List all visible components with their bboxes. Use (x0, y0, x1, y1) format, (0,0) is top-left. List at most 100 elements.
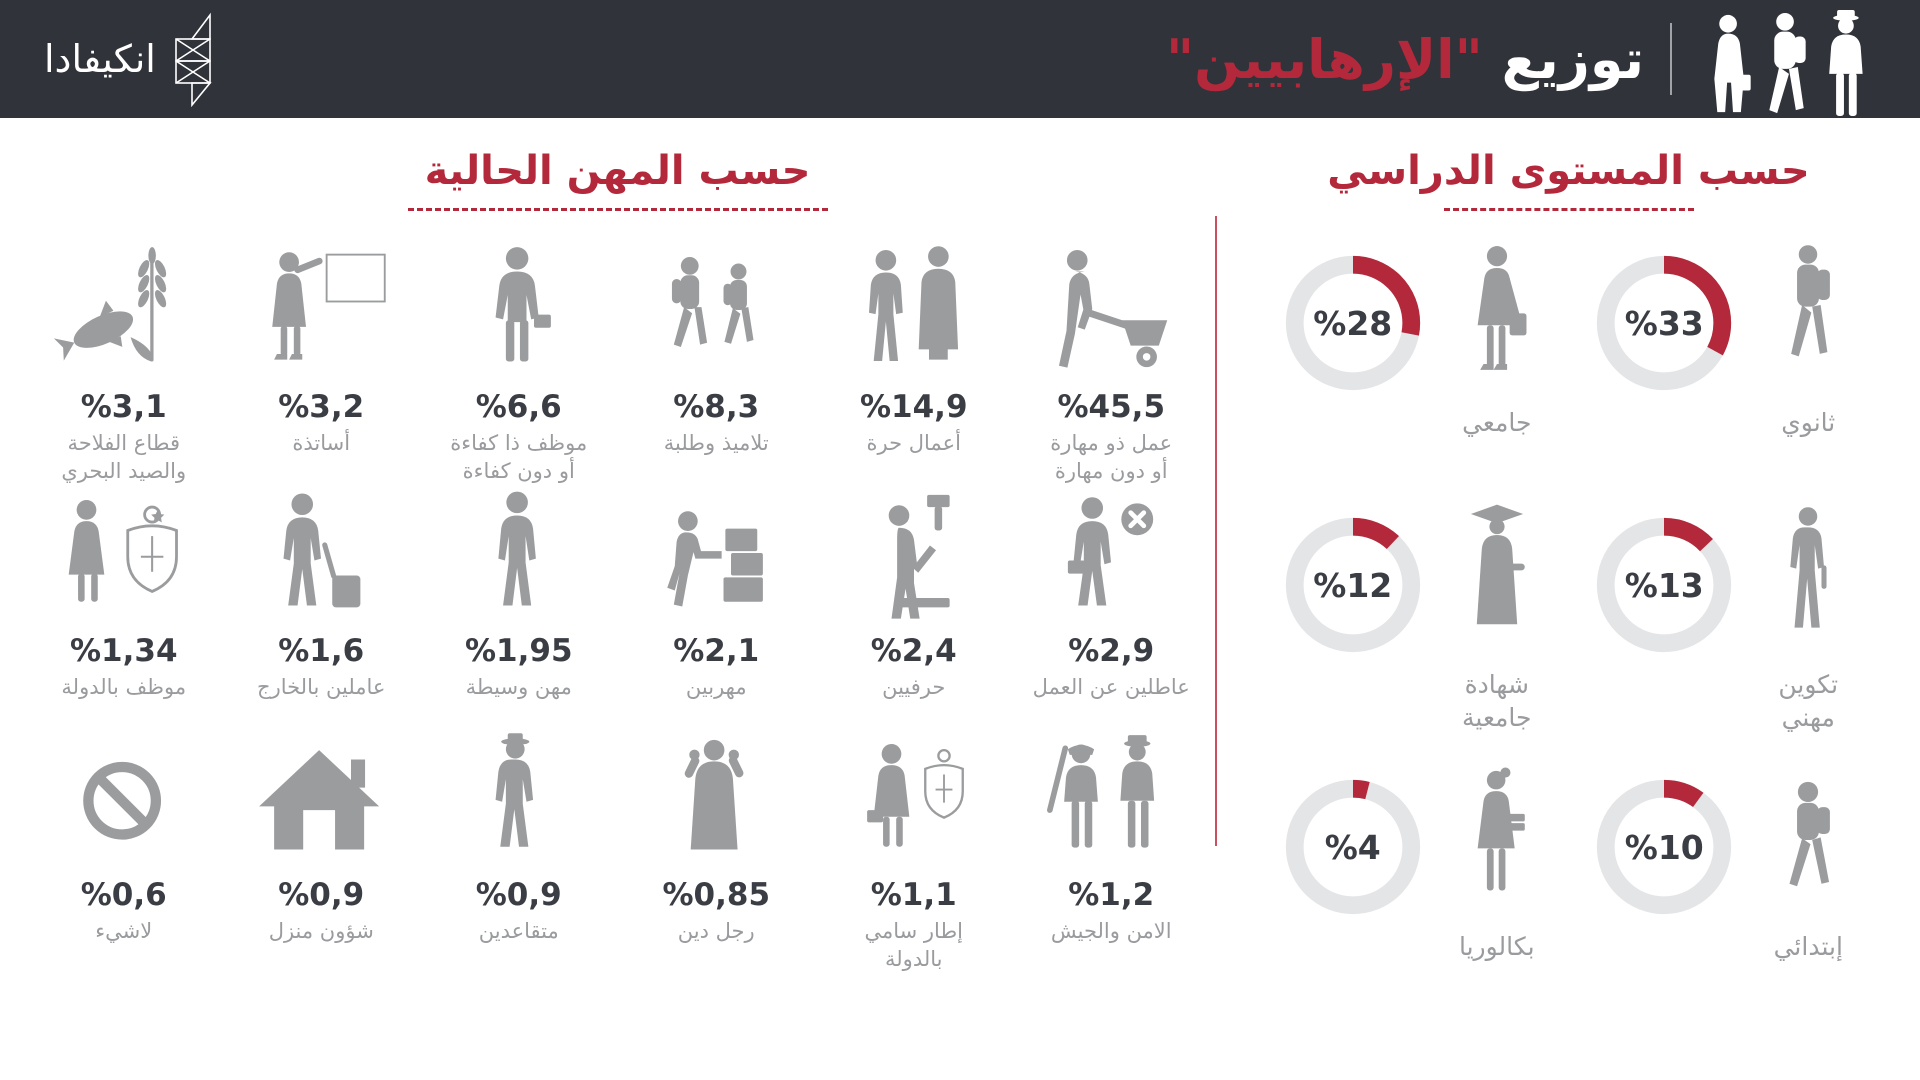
donut-chart-primary: %10 (1588, 771, 1740, 923)
donut-percentage: %28 (1313, 303, 1393, 343)
profession-item-religious: %0,85 رجل دين (623, 725, 811, 969)
profession-pct: %14,9 (859, 389, 968, 425)
profession-item-agriculture-fishing: %3,1 قطاع الفلاحة والصيد البحري (30, 237, 218, 483)
profession-label: لاشيء (95, 919, 153, 943)
profession-item-security-army: %1,2 الامن والجيش (1018, 725, 1206, 969)
inkyfada-logo: انكيفادا (44, 11, 214, 107)
education-item-secondary: %33 ثانوي (1569, 241, 1881, 497)
profession-pct: %1,6 (278, 633, 365, 669)
craftsman-hammer-icon (888, 494, 950, 619)
soldiers-icon (1047, 735, 1155, 848)
professions-heading: حسب المهن الحالية (30, 148, 1205, 211)
donut-arc (1285, 255, 1420, 391)
donut-chart-secondary: %33 (1588, 247, 1740, 399)
main-content: حسب المهن الحالية (0, 118, 1920, 1080)
donut-percentage: %13 (1624, 565, 1704, 605)
donut-chart-university: %28 (1277, 247, 1429, 399)
official-emblem-icon (866, 744, 964, 847)
profession-pct: %1,95 (464, 633, 573, 669)
profession-item-intermediate: %1,95 مهن وسيطة (425, 481, 613, 725)
education-label: جامعي (1462, 408, 1532, 437)
profession-item-students: %8,3 تلاميذ وطلبة (623, 237, 811, 481)
profession-pct: %1,2 (1068, 877, 1155, 913)
profession-label: تلاميذ وطلبة (663, 431, 769, 455)
page-title-plain: توزيع (1501, 27, 1644, 91)
donut-arc (1285, 779, 1420, 915)
title-divider (1670, 23, 1672, 95)
graduate-icon (1470, 504, 1525, 625)
profession-item-craftsmen: %2,4 حرفيين (820, 481, 1008, 725)
profession-pct: %1,1 (870, 877, 957, 913)
teacher-board-icon (272, 252, 386, 360)
logo-mark-icon (175, 12, 212, 107)
prohibition-icon (82, 761, 161, 840)
profession-label: شؤون منزل (268, 919, 374, 943)
profession-pct: %2,1 (673, 633, 760, 669)
education-label: ثانوي (1781, 408, 1836, 437)
unemployed-x-badge-icon (1068, 497, 1154, 606)
profession-label: موظف ذا كفاءة أو دون كفاءة (450, 431, 588, 484)
education-grid: %28 (1257, 241, 1880, 1021)
donut-arc (1597, 779, 1732, 915)
house-icon (259, 750, 380, 850)
fish-wheat-icon (53, 247, 166, 362)
profession-label: أعمال حرة (866, 431, 961, 455)
profession-item-teachers: %3,2 أساتذة (228, 237, 416, 481)
university-woman-icon (1477, 246, 1527, 370)
profession-label: حرفيين (882, 675, 946, 699)
education-heading: حسب المستوى الدراسي (1257, 148, 1880, 211)
profession-label: إطار سامي بالدولة (864, 919, 963, 972)
professions-heading-dash (407, 208, 828, 211)
education-item-degree: %12 شهادة جامعية (1257, 503, 1569, 759)
education-label: إبتدائي (1773, 932, 1843, 961)
profession-label: موظف بالدولة (61, 675, 187, 699)
profession-item-senior-official: %1,1 إطار سامي بالدولة (820, 725, 1008, 971)
profession-label: قطاع الفلاحة والصيد البحري (61, 431, 187, 484)
education-section: حسب المستوى الدراسي %28 (1217, 118, 1920, 1080)
profession-item-retired: %0,9 متقاعدين (425, 725, 613, 969)
education-heading-dash (1443, 208, 1694, 211)
header-bar: انكيفادا توزيع "الإرهابيين" (0, 0, 1920, 118)
profession-pct: %45,5 (1057, 389, 1166, 425)
education-item-baccalaureate: %4 بكالوريا (1257, 765, 1569, 1021)
profession-pct: %0,85 (662, 877, 771, 913)
students-backpack-icon (672, 256, 754, 347)
donut-percentage: %12 (1313, 565, 1393, 605)
profession-item-freelance: %14,9 أعمال حرة (820, 237, 1008, 481)
profession-label: مهن وسيطة (465, 675, 572, 699)
profession-item-workers-abroad: %1,6 عاملين بالخارج (228, 481, 416, 725)
education-heading-text: حسب المستوى الدراسي (1327, 148, 1810, 194)
donut-arc (1597, 517, 1732, 653)
education-item-primary: %10 إبتدائي (1569, 765, 1881, 1021)
profession-pct: %6,6 (475, 389, 562, 425)
wheelbarrow-worker-icon (1059, 249, 1168, 368)
profession-pct: %2,4 (870, 633, 957, 669)
donut-percentage: %10 (1624, 827, 1704, 867)
profession-pct: %1,34 (69, 633, 178, 669)
profession-label: الامن والجيش (1050, 919, 1172, 943)
girl-books-icon (1477, 767, 1525, 891)
donut-chart-degree: %12 (1277, 509, 1429, 661)
profession-label: مهربين (685, 675, 747, 699)
people-silhouettes-icon (1714, 10, 1863, 117)
profession-label: عاملين بالخارج (257, 675, 386, 699)
page-title: توزيع "الإرهابيين" (1166, 28, 1644, 91)
traveler-luggage-icon (283, 493, 361, 608)
professions-heading-text: حسب المهن الحالية (424, 148, 811, 194)
profession-label: متقاعدين (478, 919, 559, 943)
businessman-icon (495, 247, 551, 362)
profession-pct: %3,2 (278, 389, 365, 425)
profession-pct: %0,9 (278, 877, 365, 913)
religious-man-icon (684, 739, 744, 850)
vocational-worker-icon (1790, 507, 1827, 628)
primary-pupil-icon (1789, 781, 1831, 887)
donut-chart-vocational: %13 (1588, 509, 1740, 661)
section-divider (1215, 216, 1217, 846)
retired-man-icon (495, 733, 533, 847)
two-people-icon (868, 246, 958, 362)
donut-arc (1597, 255, 1732, 391)
donut-arc (1285, 517, 1420, 653)
professions-section: حسب المهن الحالية (0, 118, 1215, 1080)
logo-text: انكيفادا (44, 37, 156, 81)
profession-pct: %3,1 (80, 389, 167, 425)
